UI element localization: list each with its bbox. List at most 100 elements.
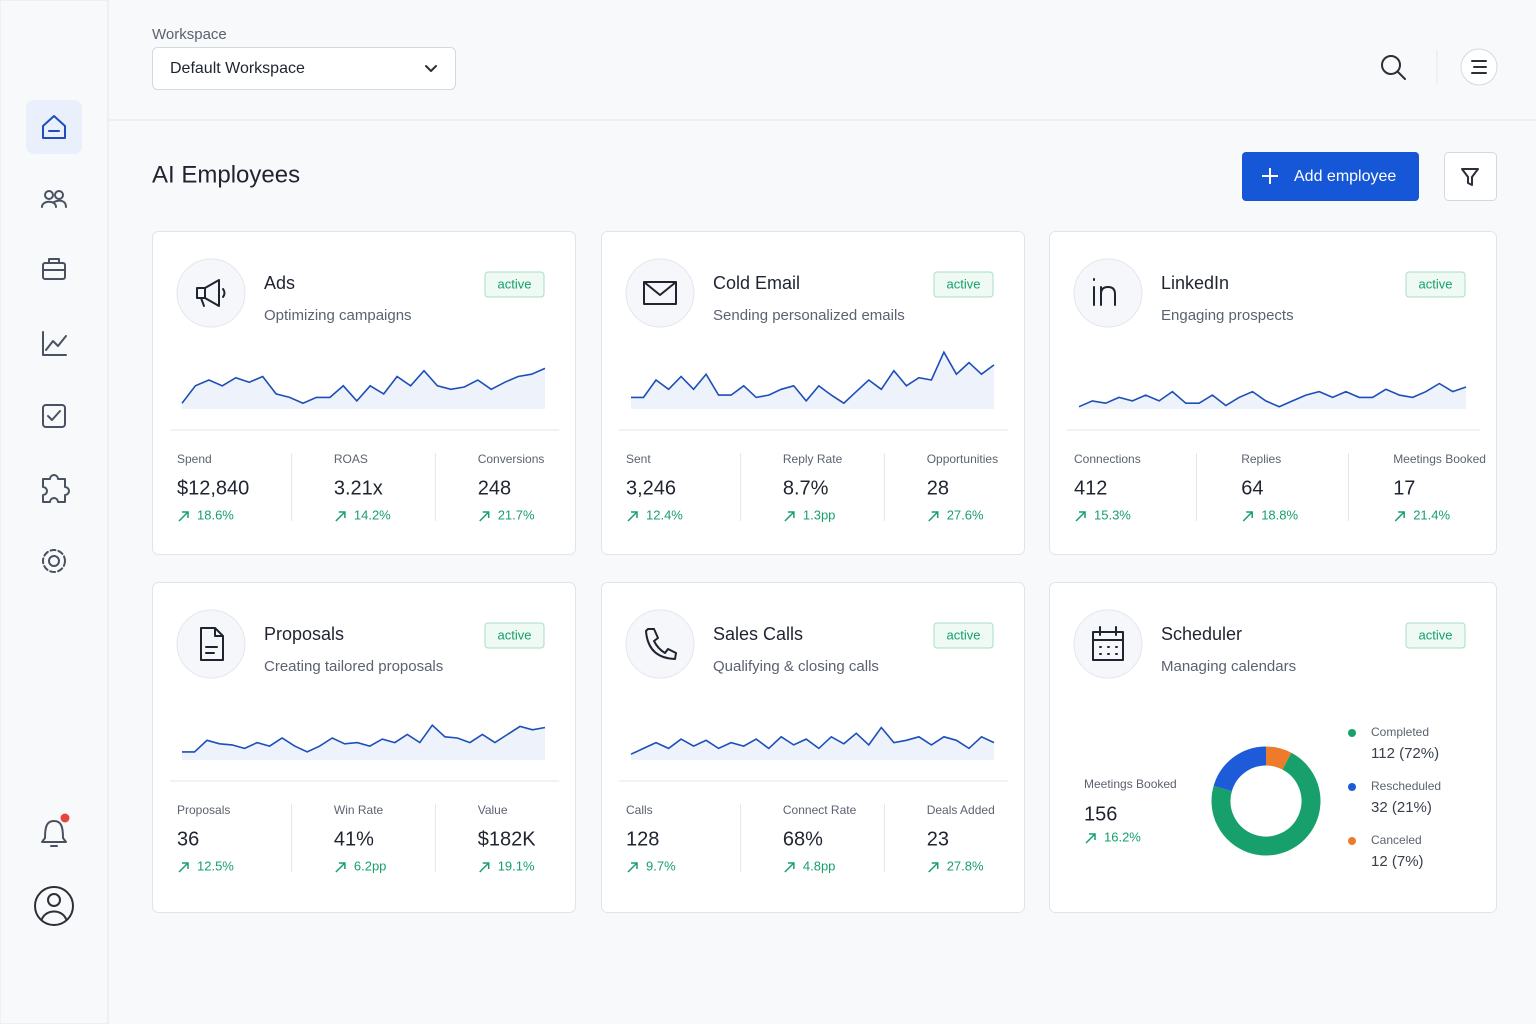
nav-active[interactable] <box>26 100 82 154</box>
sparkline <box>630 726 995 755</box>
metric-label: Sent <box>626 452 651 466</box>
workspace-value: Default Workspace <box>170 60 305 77</box>
card-icon <box>643 281 677 305</box>
card-subtitle: Engaging prospects <box>1161 307 1294 324</box>
legend-dot <box>1348 837 1356 845</box>
notification-dot <box>60 813 70 823</box>
metric-delta: 14.2% <box>354 507 391 522</box>
metric-value: 28 <box>927 477 949 499</box>
add-employee-label: Add employee <box>1294 168 1396 185</box>
delta-arrow <box>1075 511 1086 522</box>
nav-analytics[interactable] <box>42 331 67 356</box>
delta-arrow <box>335 511 346 522</box>
delta-arrow <box>1394 511 1405 522</box>
card-icon <box>1092 626 1124 661</box>
status-label: active <box>947 627 981 642</box>
card-subtitle: Creating tailored proposals <box>264 658 443 675</box>
nav-profile[interactable] <box>34 886 74 926</box>
nav-jobs[interactable] <box>42 258 66 280</box>
nav-integrations[interactable] <box>42 474 70 503</box>
card-icon <box>196 279 226 307</box>
metric-delta: 12.5% <box>197 858 234 873</box>
metric-label: Connections <box>1074 452 1141 466</box>
card-title: Proposals <box>264 624 344 644</box>
sparkline <box>182 723 546 753</box>
status-badge <box>933 271 994 298</box>
delta-arrow <box>928 511 939 522</box>
status-badge <box>1405 271 1466 298</box>
workspace-select[interactable] <box>152 47 456 90</box>
card-title: Cold Email <box>713 273 800 293</box>
status-label: active <box>947 276 981 291</box>
delta-arrow <box>928 862 939 873</box>
metric-value: 156 <box>1084 803 1117 825</box>
add-employee-button[interactable] <box>1242 152 1419 201</box>
metric-delta: 4.8pp <box>803 858 836 873</box>
icon-circle <box>625 258 695 328</box>
status-badge <box>484 271 545 298</box>
metric-delta: 27.8% <box>947 858 984 873</box>
nav-home[interactable] <box>42 115 66 139</box>
nav-notifications[interactable] <box>41 820 67 847</box>
metric-value: 68% <box>783 828 823 850</box>
employee-card[interactable]: LinkedIn Engaging prospects active Connecti… <box>1049 231 1497 555</box>
metric-value: 128 <box>626 828 659 850</box>
employee-card[interactable]: Cold Email Sending personalized emails act… <box>601 231 1025 555</box>
scheduler-card[interactable]: Scheduler Managing calendars active Meeting… <box>1049 582 1497 913</box>
status-badge <box>933 622 994 649</box>
search-button[interactable] <box>1381 55 1406 80</box>
icon-circle <box>176 258 246 328</box>
status-label: active <box>1419 627 1453 642</box>
menu-button[interactable] <box>1460 48 1498 86</box>
filter-button[interactable] <box>1444 152 1497 201</box>
legend-value: 32 (21%) <box>1371 799 1432 816</box>
plus-icon <box>1262 168 1278 184</box>
card-title: Scheduler <box>1161 624 1242 644</box>
metric-value: $12,840 <box>177 477 249 499</box>
metric-value: 3,246 <box>626 477 676 499</box>
status-badge <box>1405 622 1466 649</box>
metric-delta: 16.2% <box>1104 829 1141 844</box>
nav-tasks[interactable] <box>42 404 66 428</box>
metric-label: Value <box>478 803 508 817</box>
sparkline-area <box>1079 383 1466 409</box>
card-icon <box>200 627 224 661</box>
legend-name: Completed <box>1371 725 1429 739</box>
icon-circle <box>1073 258 1143 328</box>
employee-card[interactable]: Ads Optimizing campaigns active Spend $12,84… <box>152 231 576 555</box>
delta-arrow <box>784 862 795 873</box>
card-icon <box>1093 278 1116 306</box>
sparkline-area <box>631 352 994 409</box>
metric-delta: 19.1% <box>498 858 535 873</box>
status-label: active <box>498 276 532 291</box>
select-chevron <box>425 65 437 72</box>
employee-card[interactable]: Proposals Creating tailored proposals acti… <box>152 582 576 913</box>
metric-label: Calls <box>626 803 653 817</box>
metric-delta: 27.6% <box>947 507 984 522</box>
metric-delta: 21.7% <box>498 507 535 522</box>
metric-delta: 1.3pp <box>803 507 836 522</box>
employee-card[interactable]: Sales Calls Qualifying & closing calls act… <box>601 582 1025 913</box>
delta-arrow <box>627 862 638 873</box>
donut-segment <box>1213 746 1267 792</box>
sparkline-area <box>182 368 545 409</box>
metric-delta: 12.4% <box>646 507 683 522</box>
metric-label: Reply Rate <box>783 452 843 466</box>
legend-name: Rescheduled <box>1371 779 1441 793</box>
donut-segment <box>1265 746 1292 770</box>
nav-team[interactable] <box>41 190 67 208</box>
icon-circle <box>1073 609 1143 679</box>
sparkline <box>1078 382 1467 408</box>
sidebar <box>0 0 109 1024</box>
metric-delta: 9.7% <box>646 858 676 873</box>
delta-arrow <box>1242 511 1253 522</box>
card-title: Sales Calls <box>713 624 803 644</box>
sparkline <box>631 350 995 405</box>
delta-arrow <box>479 511 490 522</box>
legend-name: Canceled <box>1371 833 1422 847</box>
delta-arrow <box>335 862 346 873</box>
metric-value: 17 <box>1393 477 1415 499</box>
nav-settings[interactable] <box>42 549 66 573</box>
card-icon <box>645 628 677 660</box>
metric-label: Connect Rate <box>783 803 857 817</box>
